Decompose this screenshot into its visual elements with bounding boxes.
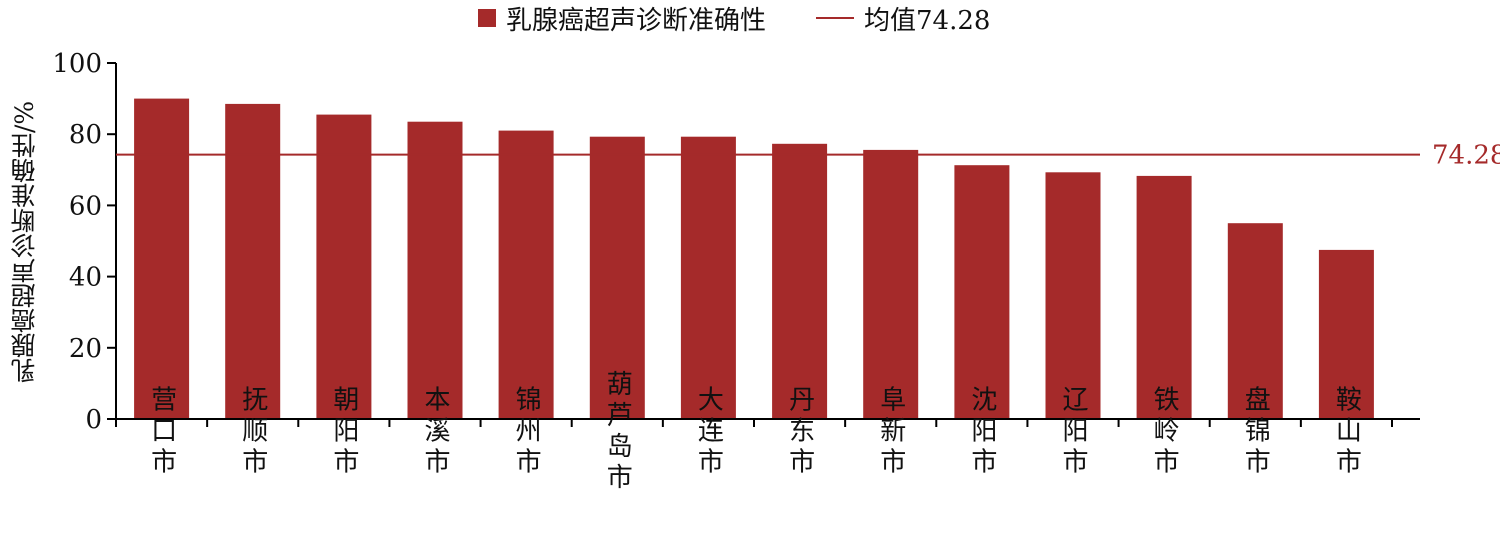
bar-7 xyxy=(772,143,828,420)
x-tick-label-10: 辽阳市 xyxy=(1058,386,1088,479)
x-tick-label-4: 锦州市 xyxy=(511,385,541,478)
y-tick-label-5: 100 xyxy=(52,49,102,79)
bar-13 xyxy=(1318,249,1374,419)
x-tick-label-11: 铁岭市 xyxy=(1149,385,1179,478)
x-tick-label-2: 朝阳市 xyxy=(329,385,359,478)
legend: 乳腺癌超声诊断准确性 均值74.28 xyxy=(478,0,990,37)
x-tick-label-6: 大连市 xyxy=(693,385,723,478)
bar-0 xyxy=(134,98,190,419)
x-tick-label-3: 本溪市 xyxy=(420,385,450,478)
x-tick-label-5: 葫芦岛市 xyxy=(602,370,632,494)
x-tick-label-1: 抚顺市 xyxy=(238,385,268,478)
bar-12 xyxy=(1227,223,1283,419)
x-tick-label-7: 丹东市 xyxy=(785,386,815,479)
x-tick-label-12: 盘锦市 xyxy=(1240,385,1270,478)
bar-10 xyxy=(1045,172,1101,419)
y-tick-label-0: 0 xyxy=(85,405,102,435)
bar-8 xyxy=(863,149,919,419)
x-axis: 营口市 抚顺市 朝阳市 本溪市 锦州市 葫芦岛市 大连市 丹东市 阜新市 沈阳市 辽阳市 铁岭市 盘锦市… xyxy=(115,370,1420,494)
legend-item-bars: 乳腺癌超声诊断准确性 xyxy=(478,0,766,37)
bar-3 xyxy=(407,121,463,419)
y-axis: 0 20 40 60 80 100 xyxy=(52,49,117,435)
x-tick-label-13: 鞍山市 xyxy=(1331,385,1361,478)
bar-4 xyxy=(498,130,554,419)
legend-bar-label: 乳腺癌超声诊断准确性 xyxy=(506,5,767,36)
legend-mean-label: 均值74.28 xyxy=(864,5,991,36)
bar-9 xyxy=(954,165,1010,419)
bar-2 xyxy=(316,114,372,419)
x-tick-label-0: 营口市 xyxy=(147,385,177,478)
mean-line-group: 74.28 xyxy=(116,141,1500,171)
y-axis-label: 乳腺癌超声诊断准确性/% xyxy=(10,100,39,384)
bar-1 xyxy=(225,103,281,420)
bar-5 xyxy=(589,136,645,419)
x-tick-label-9: 沈阳市 xyxy=(967,385,997,478)
mean-line-value-label: 74.28 xyxy=(1432,141,1500,171)
y-tick-label-3: 60 xyxy=(69,191,102,221)
legend-bar-swatch xyxy=(478,9,496,27)
bar-group xyxy=(134,98,1374,420)
y-tick-label-1: 20 xyxy=(69,334,102,364)
y-tick-label-2: 40 xyxy=(69,263,102,293)
legend-mean-line-swatch xyxy=(816,17,855,19)
bar-6 xyxy=(680,136,736,419)
y-tick-label-4: 80 xyxy=(69,120,102,150)
bar-11 xyxy=(1136,175,1192,419)
legend-item-mean: 均值74.28 xyxy=(766,0,990,37)
x-tick-label-8: 阜新市 xyxy=(876,385,906,478)
